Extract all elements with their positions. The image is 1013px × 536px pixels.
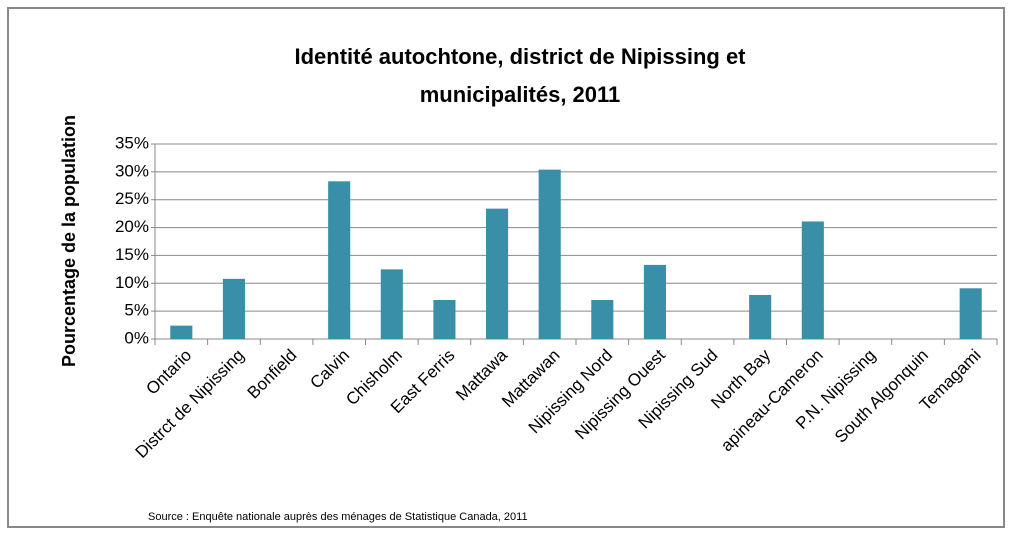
y-tick-label: 20% [115, 217, 149, 236]
y-tick-label: 35% [115, 133, 149, 152]
y-tick-label: 10% [115, 273, 149, 292]
bar [170, 325, 193, 339]
bar [749, 294, 772, 339]
y-tick-label: 30% [115, 161, 149, 180]
bar [538, 169, 561, 339]
bar [959, 288, 982, 339]
bar [486, 208, 509, 339]
bar [328, 181, 351, 339]
y-tick-label: 25% [115, 189, 149, 208]
bar [222, 278, 245, 339]
bar [643, 264, 666, 339]
source-note: Source : Enquête nationale auprès des mé… [148, 511, 528, 523]
bar [591, 300, 614, 339]
y-tick-label: 5% [124, 301, 149, 320]
chart-title: Identité autochtone, district de Nipissi… [294, 44, 746, 107]
bar [801, 221, 824, 339]
bar [380, 269, 403, 339]
y-axis-label: Pourcentage de la population [59, 115, 79, 367]
y-tick-label: 15% [115, 245, 149, 264]
bar [433, 300, 456, 339]
y-tick-label: 0% [124, 328, 149, 347]
